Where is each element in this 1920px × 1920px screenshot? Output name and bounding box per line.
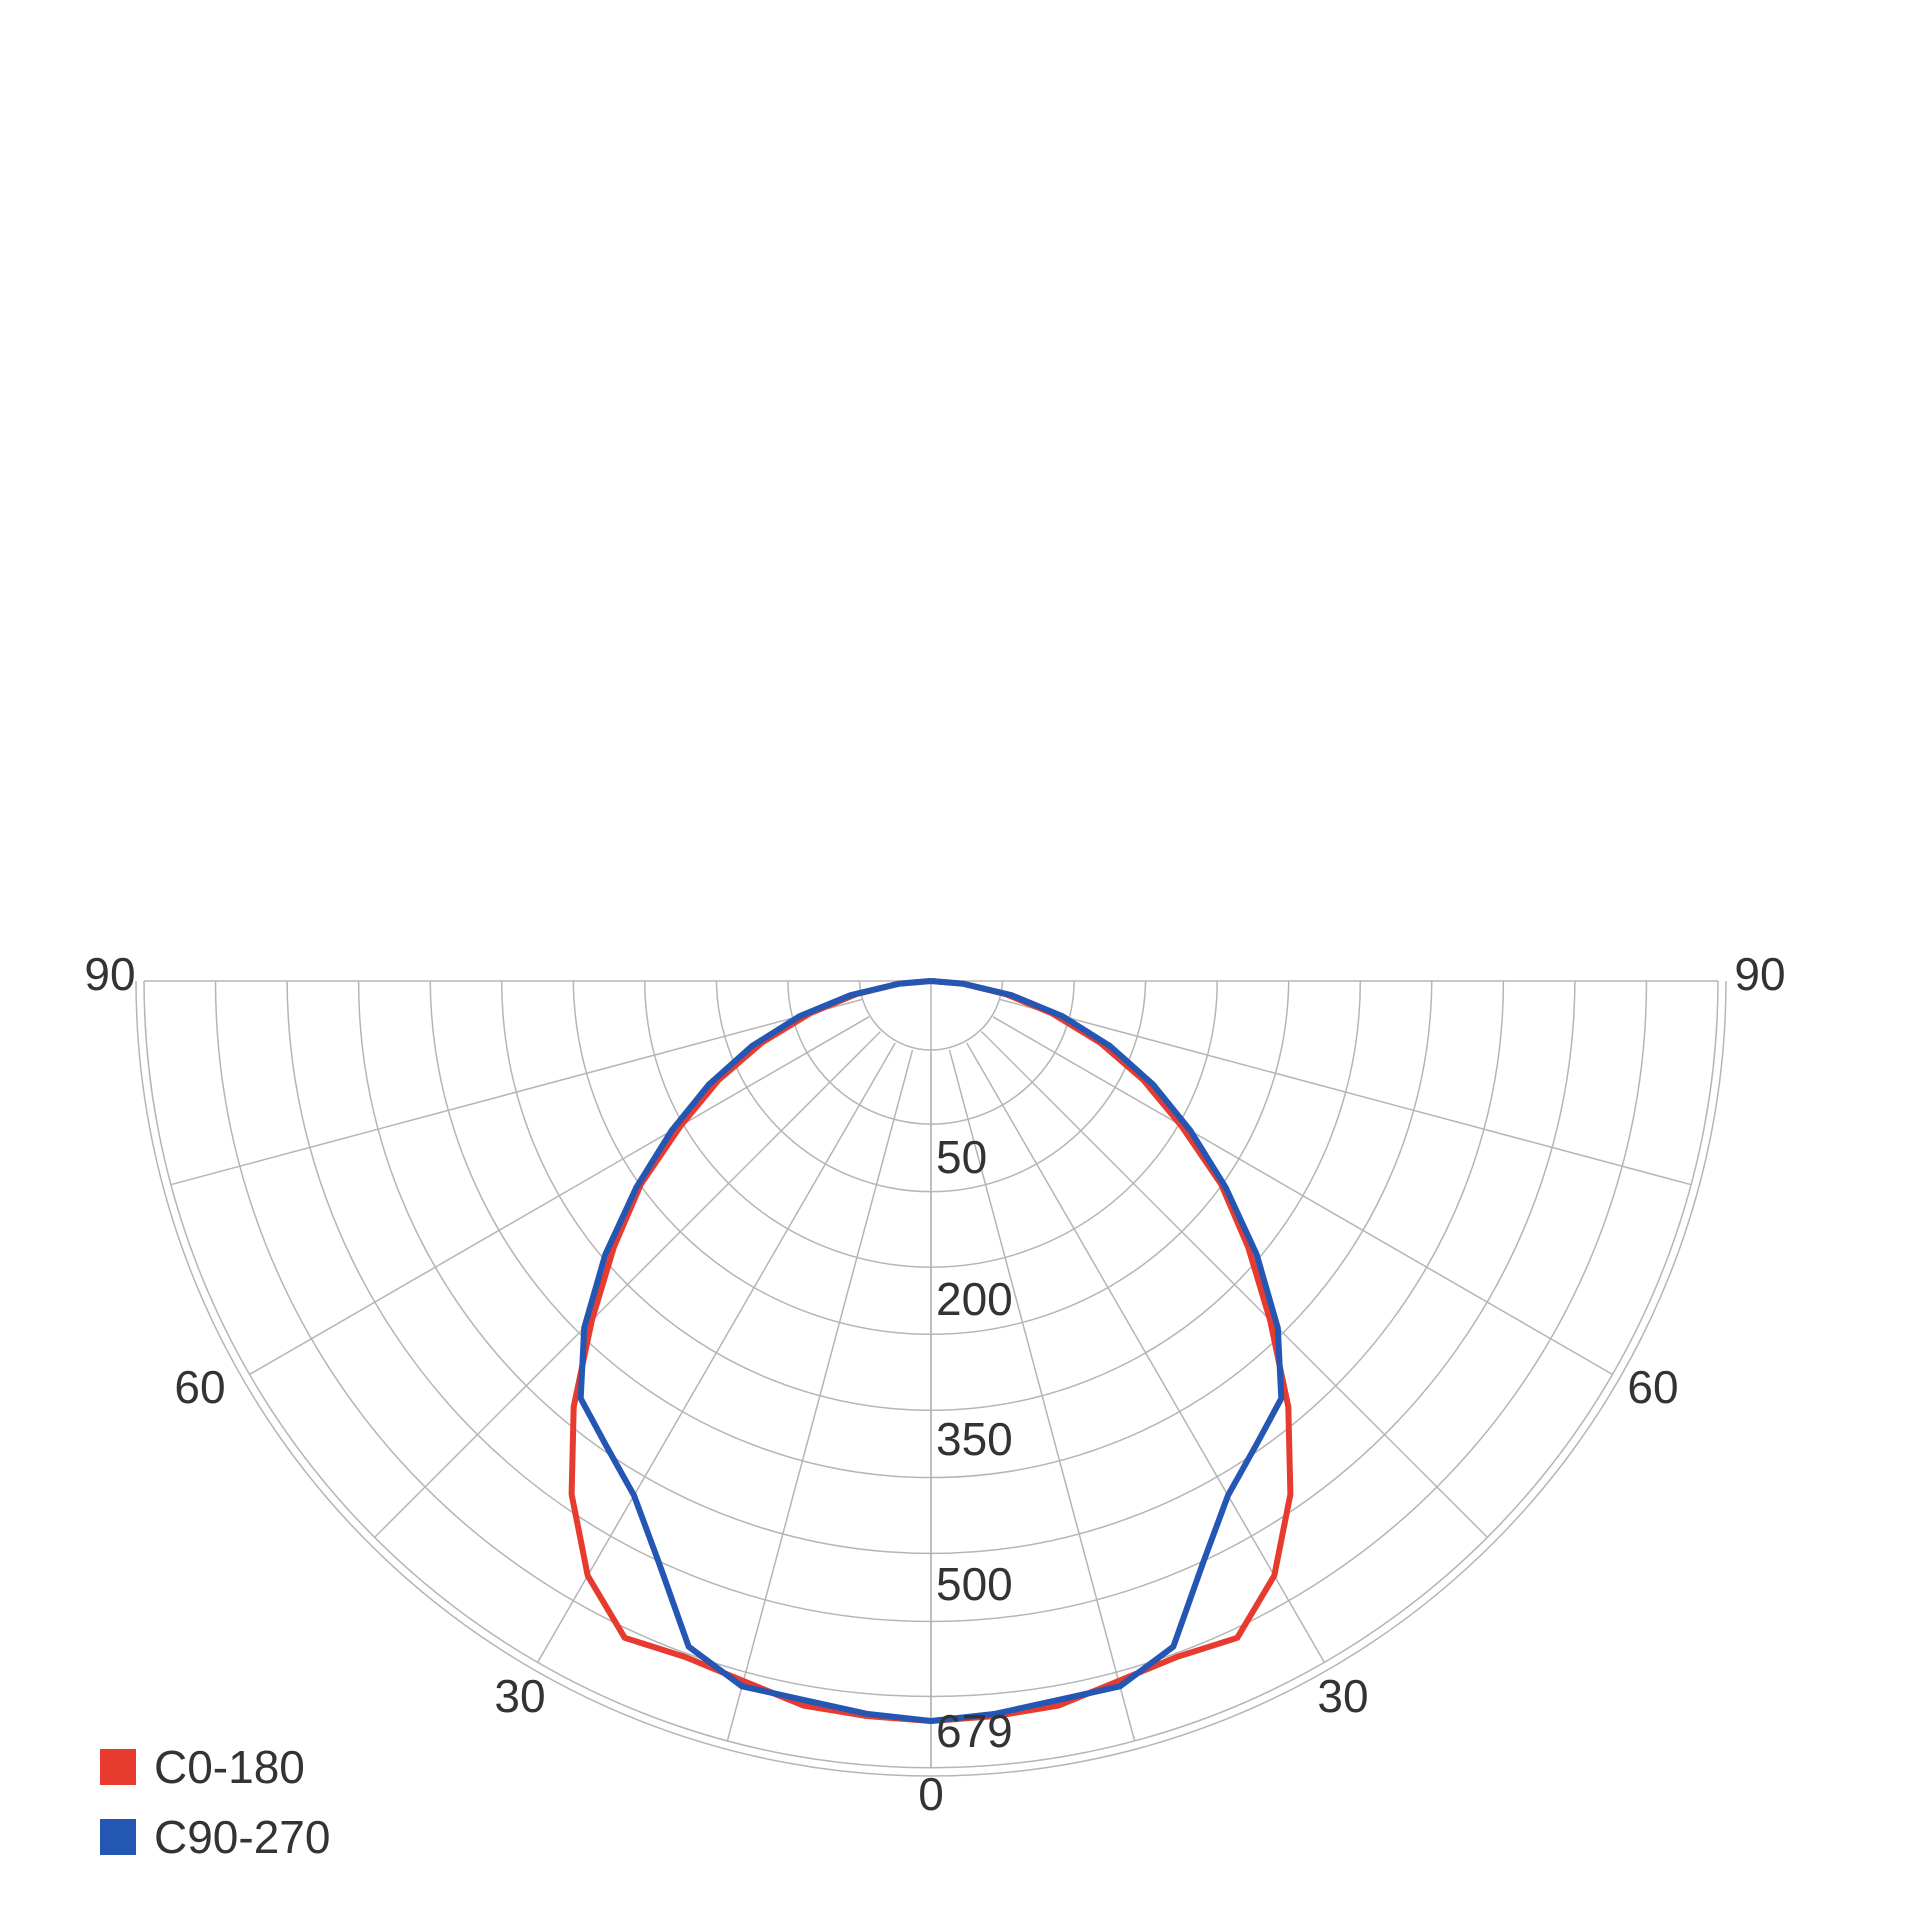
series-curve-c90-270 bbox=[577, 978, 1285, 1724]
angle-tick-label: 60 bbox=[174, 1361, 225, 1413]
grid-spoke bbox=[170, 998, 863, 1186]
angle-tick-label: 90 bbox=[1734, 948, 1785, 1000]
radial-tick-label: 679 bbox=[936, 1705, 1013, 1757]
grid-spoke bbox=[373, 1031, 881, 1539]
legend-item-c0-180: C0-180 bbox=[100, 1732, 330, 1802]
radial-tick-label: 350 bbox=[936, 1413, 1013, 1465]
legend-label-c90-270: C90-270 bbox=[154, 1811, 331, 1863]
legend-label-c0-180: C0-180 bbox=[154, 1741, 305, 1793]
angle-tick-label: 30 bbox=[1317, 1670, 1368, 1722]
angle-tick-label: 0 bbox=[918, 1768, 944, 1820]
polar-grid bbox=[135, 980, 1727, 1777]
grid-spoke bbox=[536, 1042, 896, 1663]
legend-item-c90-270: C90-270 bbox=[100, 1802, 330, 1872]
grid-spoke bbox=[999, 998, 1692, 1186]
grid-outer-ring bbox=[135, 980, 1727, 1777]
legend-swatch-c90-270 bbox=[100, 1819, 136, 1855]
grid-spoke bbox=[966, 1042, 1326, 1663]
angle-tick-label: 90 bbox=[84, 948, 135, 1000]
radial-tick-label: 500 bbox=[936, 1558, 1013, 1610]
grid-spoke bbox=[948, 1049, 1136, 1742]
grid-spoke bbox=[249, 1016, 870, 1376]
angle-tick-label: 30 bbox=[494, 1670, 545, 1722]
angle-tick-label: 60 bbox=[1627, 1361, 1678, 1413]
radial-tick-label: 200 bbox=[936, 1273, 1013, 1325]
intensity-curves bbox=[568, 978, 1294, 1724]
grid-spoke bbox=[981, 1031, 1489, 1539]
radial-tick-label: 50 bbox=[936, 1131, 987, 1183]
legend: C0-180 C90-270 bbox=[100, 1732, 330, 1872]
legend-swatch-c0-180 bbox=[100, 1749, 136, 1785]
tick-labels: 90 60 30 0 30 60 90 50 200 350 500 679 bbox=[84, 948, 1785, 1820]
grid-spoke bbox=[726, 1049, 914, 1742]
grid-spoke bbox=[992, 1016, 1613, 1376]
